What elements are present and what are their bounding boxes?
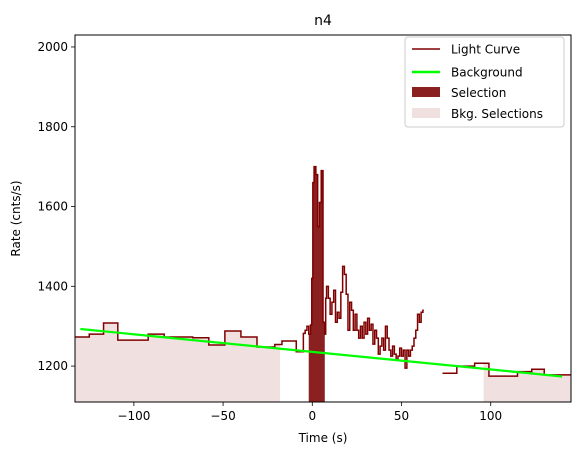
background-fit-line	[80, 327, 563, 378]
y-tick-label: 1600	[37, 200, 68, 214]
legend-label-selection: Selection	[451, 86, 506, 100]
chart-title: n4	[314, 13, 332, 29]
x-tick-label: 50	[394, 409, 409, 423]
bkg-selection-fill	[75, 323, 281, 402]
x-tick-label: −100	[117, 409, 150, 423]
y-tick-label: 1400	[37, 279, 68, 293]
legend-label-bkg-selections: Bkg. Selections	[451, 107, 543, 121]
legend-swatch-bkg-selections	[412, 108, 440, 118]
y-axis-label: Rate (cnts/s)	[9, 180, 23, 256]
legend-swatch-selection	[412, 87, 440, 97]
y-tick-label: 2000	[37, 40, 68, 54]
x-axis-label: Time (s)	[298, 431, 348, 445]
legend-label-light-curve: Light Curve	[451, 43, 520, 57]
legend-label-background: Background	[451, 66, 523, 80]
selection-fill	[308, 166, 325, 402]
x-tick-label: 0	[308, 409, 316, 423]
bkg-selection-fill	[483, 363, 571, 402]
axis-ticks: −100 −50 0 50 100 1200 1400 1600 1800 2000	[37, 40, 502, 423]
background-line-layer	[80, 327, 563, 378]
plot-frame	[74, 34, 572, 403]
x-tick-label: −50	[210, 409, 235, 423]
legend-box	[404, 36, 565, 128]
x-tick-label: 100	[479, 409, 502, 423]
selection-layer	[308, 166, 325, 402]
y-tick-label: 1200	[37, 359, 68, 373]
legend: Light Curve Background Selection Bkg. Se…	[404, 36, 565, 128]
y-tick-label: 1800	[37, 120, 68, 134]
plot-area	[75, 165, 571, 402]
